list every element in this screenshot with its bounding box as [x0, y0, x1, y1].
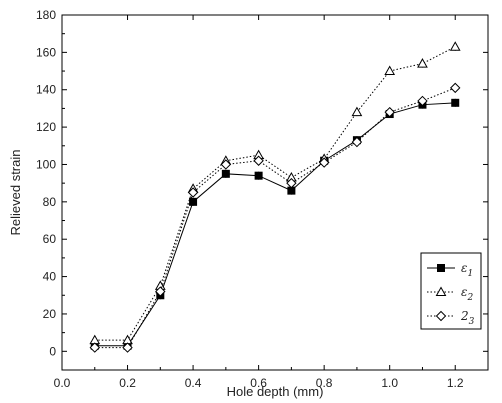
- data-point: [221, 169, 230, 178]
- x-tick-label: 0.8: [316, 376, 333, 390]
- legend-item: 23: [427, 309, 475, 327]
- data-point: [351, 106, 363, 117]
- legend-marker: [437, 264, 445, 272]
- data-point: [286, 177, 297, 189]
- data-point: [318, 157, 330, 168]
- data-point: [449, 41, 461, 51]
- legend-label-base: 2: [460, 309, 469, 323]
- data-point: [384, 65, 396, 76]
- y-tick-label: 20: [43, 307, 57, 321]
- series-1: [90, 98, 460, 350]
- legend-label: ε1: [461, 261, 473, 279]
- legend-label-base: ε: [461, 285, 467, 299]
- legend-label: 23: [460, 309, 475, 327]
- y-tick-label: 120: [36, 120, 56, 134]
- y-tick-label: 180: [36, 8, 56, 22]
- data-point: [189, 197, 198, 206]
- series-layer: [89, 41, 461, 353]
- data-point: [451, 98, 460, 107]
- x-tick-label: 0.4: [185, 376, 202, 390]
- data-point: [155, 286, 166, 297]
- x-tick-label: 0.0: [54, 376, 71, 390]
- x-tick-label: 0.2: [119, 376, 136, 390]
- y-tick-label: 40: [43, 270, 57, 284]
- x-tick-label: 1.2: [447, 376, 464, 390]
- axes: 0.0 0.2 0.4 0.6 0.8 1.0 1.2 0 20 40 60 80 100 120 140 1…: [36, 8, 489, 390]
- data-point: [187, 187, 199, 198]
- y-tick-label: 140: [36, 83, 56, 97]
- series-line: [94, 46, 456, 341]
- series-line: [94, 102, 456, 347]
- x-tick-label: 1.0: [381, 376, 398, 390]
- legend-item: ε2: [427, 285, 473, 303]
- y-tick-label: 80: [43, 195, 57, 209]
- data-point: [384, 106, 395, 118]
- data-point: [220, 159, 232, 170]
- y-axis-label: Relieved strain: [8, 150, 23, 236]
- data-point: [450, 82, 461, 94]
- data-point: [122, 342, 133, 353]
- legend-label-base: ε: [461, 261, 467, 275]
- legend-marker: [435, 310, 447, 322]
- series-3: [89, 82, 461, 353]
- data-point: [351, 136, 363, 148]
- data-point: [89, 342, 100, 353]
- data-point: [417, 95, 428, 107]
- y-tick-label: 60: [43, 232, 57, 246]
- series-2: [89, 41, 461, 345]
- legend-item: ε1: [427, 261, 473, 279]
- legend-label: ε2: [461, 285, 473, 303]
- plot-frame: [61, 14, 489, 371]
- x-axis-label: Hole depth (mm): [227, 384, 324, 399]
- data-point: [253, 155, 264, 166]
- y-tick-label: 100: [36, 157, 56, 171]
- x-tick-label: 0.6: [250, 376, 267, 390]
- legend-label-subscript: 1: [467, 269, 473, 279]
- legend-label-subscript: 3: [469, 317, 475, 327]
- data-point: [417, 58, 428, 68]
- y-tick-label: 0: [49, 344, 56, 358]
- data-point: [254, 171, 263, 180]
- series-line: [94, 87, 456, 349]
- legend-label-subscript: 2: [466, 293, 473, 303]
- y-tick-label: 160: [36, 45, 56, 59]
- legend-marker: [435, 286, 447, 296]
